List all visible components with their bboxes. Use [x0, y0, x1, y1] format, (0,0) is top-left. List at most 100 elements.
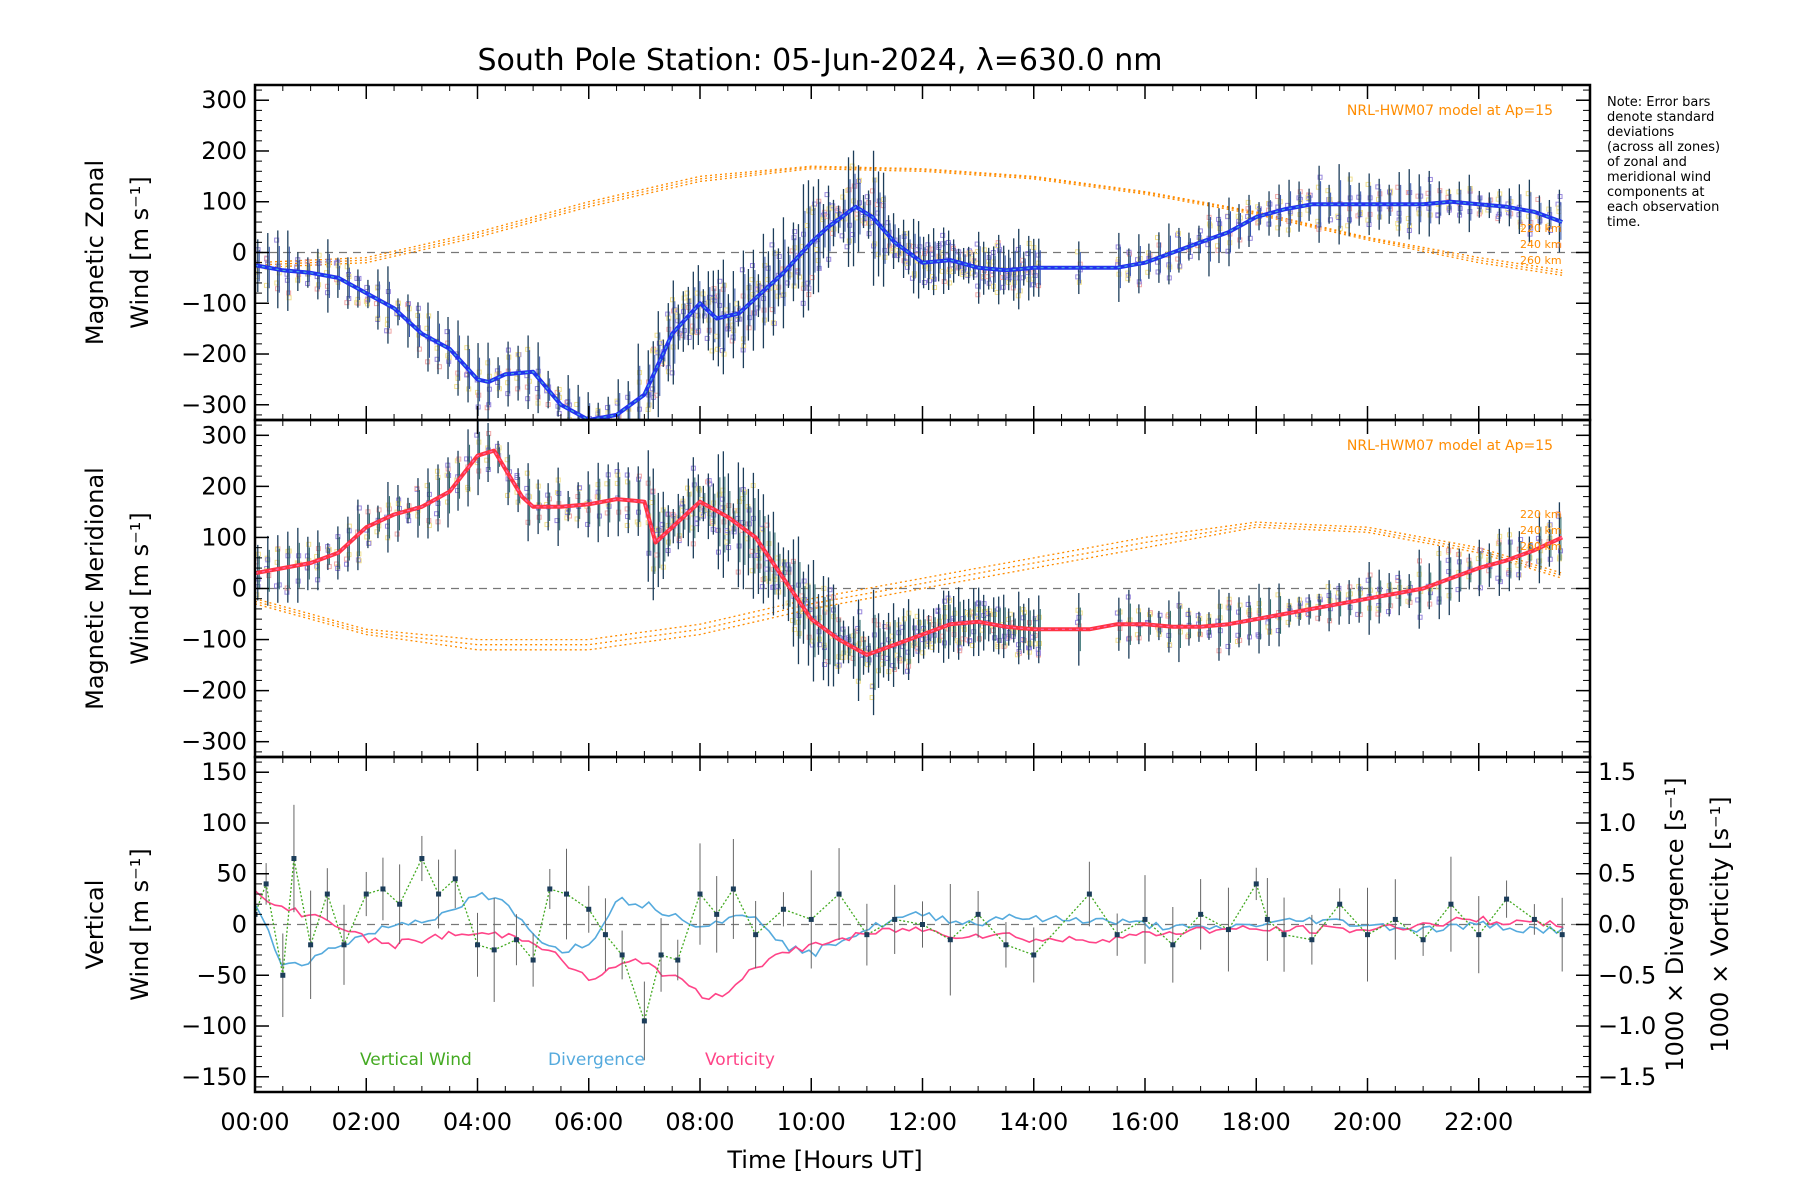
vertical-wind-point — [641, 1018, 647, 1024]
y-tick-label: −200 — [181, 340, 247, 368]
zone-point — [724, 539, 730, 545]
zone-point — [364, 534, 370, 540]
zone-point — [1425, 190, 1431, 196]
plot-area-meridional — [255, 420, 1590, 716]
zone-point — [414, 485, 420, 491]
zone-point — [704, 335, 710, 341]
vertical-wind-point — [341, 942, 347, 948]
zone-point — [914, 629, 920, 635]
vertical-wind-point — [619, 952, 625, 958]
zone-point — [366, 540, 372, 546]
zone-point — [454, 384, 460, 390]
zone-point — [1376, 196, 1382, 202]
zone-point — [524, 470, 530, 476]
zone-point — [1548, 227, 1554, 233]
zone-point — [576, 424, 580, 428]
zone-point — [554, 518, 560, 524]
model-altitude-label: 240 km — [1520, 238, 1562, 251]
zone-point — [626, 423, 630, 427]
zone-point — [1327, 598, 1333, 604]
zone-point — [1075, 249, 1081, 255]
vertical-wind-point — [1476, 932, 1482, 938]
zone-point — [1347, 176, 1353, 182]
zone-point — [1245, 199, 1251, 205]
y-tick-label: 0 — [232, 575, 247, 603]
zone-point — [624, 522, 630, 528]
vertical-wind-point — [947, 937, 953, 943]
zone-point — [524, 485, 530, 491]
x-axis-title: Time [Hours UT] — [726, 1146, 922, 1174]
zone-point — [889, 633, 895, 639]
y-tick-label: 50 — [216, 860, 247, 888]
zone-point — [1526, 213, 1532, 219]
vertical-wind-point — [1253, 881, 1259, 887]
vertical-wind-point — [564, 891, 569, 897]
zone-point — [1525, 561, 1531, 567]
zone-point — [967, 638, 973, 644]
vertical-wind-point — [658, 952, 664, 958]
zone-point — [564, 400, 570, 406]
zone-point — [975, 260, 981, 266]
zone-point — [296, 553, 302, 559]
zone-point — [1020, 275, 1026, 281]
zone-point — [932, 285, 938, 291]
zone-point — [1315, 218, 1321, 224]
zone-point — [1137, 282, 1143, 288]
vertical-wind-point — [586, 906, 592, 912]
zone-point — [1495, 196, 1501, 202]
y-tick-label: 100 — [201, 523, 247, 551]
zone-point — [638, 434, 642, 438]
zone-point — [1245, 206, 1251, 212]
zone-point — [911, 272, 917, 278]
zone-point — [681, 295, 687, 301]
model-altitude-label: 240 km — [1520, 524, 1562, 537]
note-line: (across all zones) — [1607, 140, 1720, 155]
zone-point — [456, 456, 462, 462]
vertical-wind-point — [324, 891, 330, 897]
zone-point — [746, 325, 752, 331]
zone-point — [464, 345, 470, 351]
zone-point — [1026, 620, 1032, 626]
model-label: NRL-HWM07 model at Ap=15 — [1347, 103, 1553, 119]
zone-point — [785, 280, 791, 286]
zone-point — [997, 637, 1003, 643]
zone-point — [1325, 188, 1331, 194]
zone-point — [776, 253, 782, 259]
zone-point — [616, 436, 620, 440]
zone-point — [1455, 587, 1461, 593]
zone-point — [1267, 201, 1273, 207]
zone-point — [759, 527, 765, 533]
vertical-wind-point — [675, 957, 681, 963]
zone-point — [840, 194, 846, 200]
zone-point — [754, 286, 760, 292]
zone-point — [669, 297, 675, 303]
vertical-wind-point — [1003, 942, 1009, 948]
y-axis-title-line1: Magnetic Zonal — [81, 160, 109, 345]
vertical-wind-point — [714, 911, 720, 917]
zone-point — [709, 519, 715, 525]
zone-point — [1145, 269, 1151, 275]
x-tick-label: 18:00 — [1222, 1108, 1291, 1136]
vertical-wind-point — [1559, 932, 1565, 938]
vertical-wind-point — [1392, 916, 1398, 922]
note-line: of zonal and — [1607, 155, 1687, 170]
zone-point — [871, 618, 877, 624]
zone-point — [625, 514, 631, 520]
model-curve — [255, 526, 1563, 651]
zone-point — [255, 592, 260, 598]
zone-point — [286, 295, 292, 301]
zone-point — [995, 644, 1001, 650]
zone-point — [721, 351, 727, 357]
zone-point — [1027, 645, 1033, 651]
model-altitude-label: 260 km — [1520, 540, 1562, 553]
zone-point — [1315, 615, 1321, 621]
vertical-wind-point — [1264, 916, 1270, 922]
zone-point — [514, 375, 520, 381]
zone-point — [961, 627, 967, 633]
zone-point — [606, 427, 610, 431]
y-tick-label: 150 — [201, 758, 247, 786]
zone-point — [394, 531, 400, 537]
zone-point — [1477, 195, 1483, 201]
zone-point — [731, 526, 737, 532]
zone-point — [1075, 274, 1081, 280]
